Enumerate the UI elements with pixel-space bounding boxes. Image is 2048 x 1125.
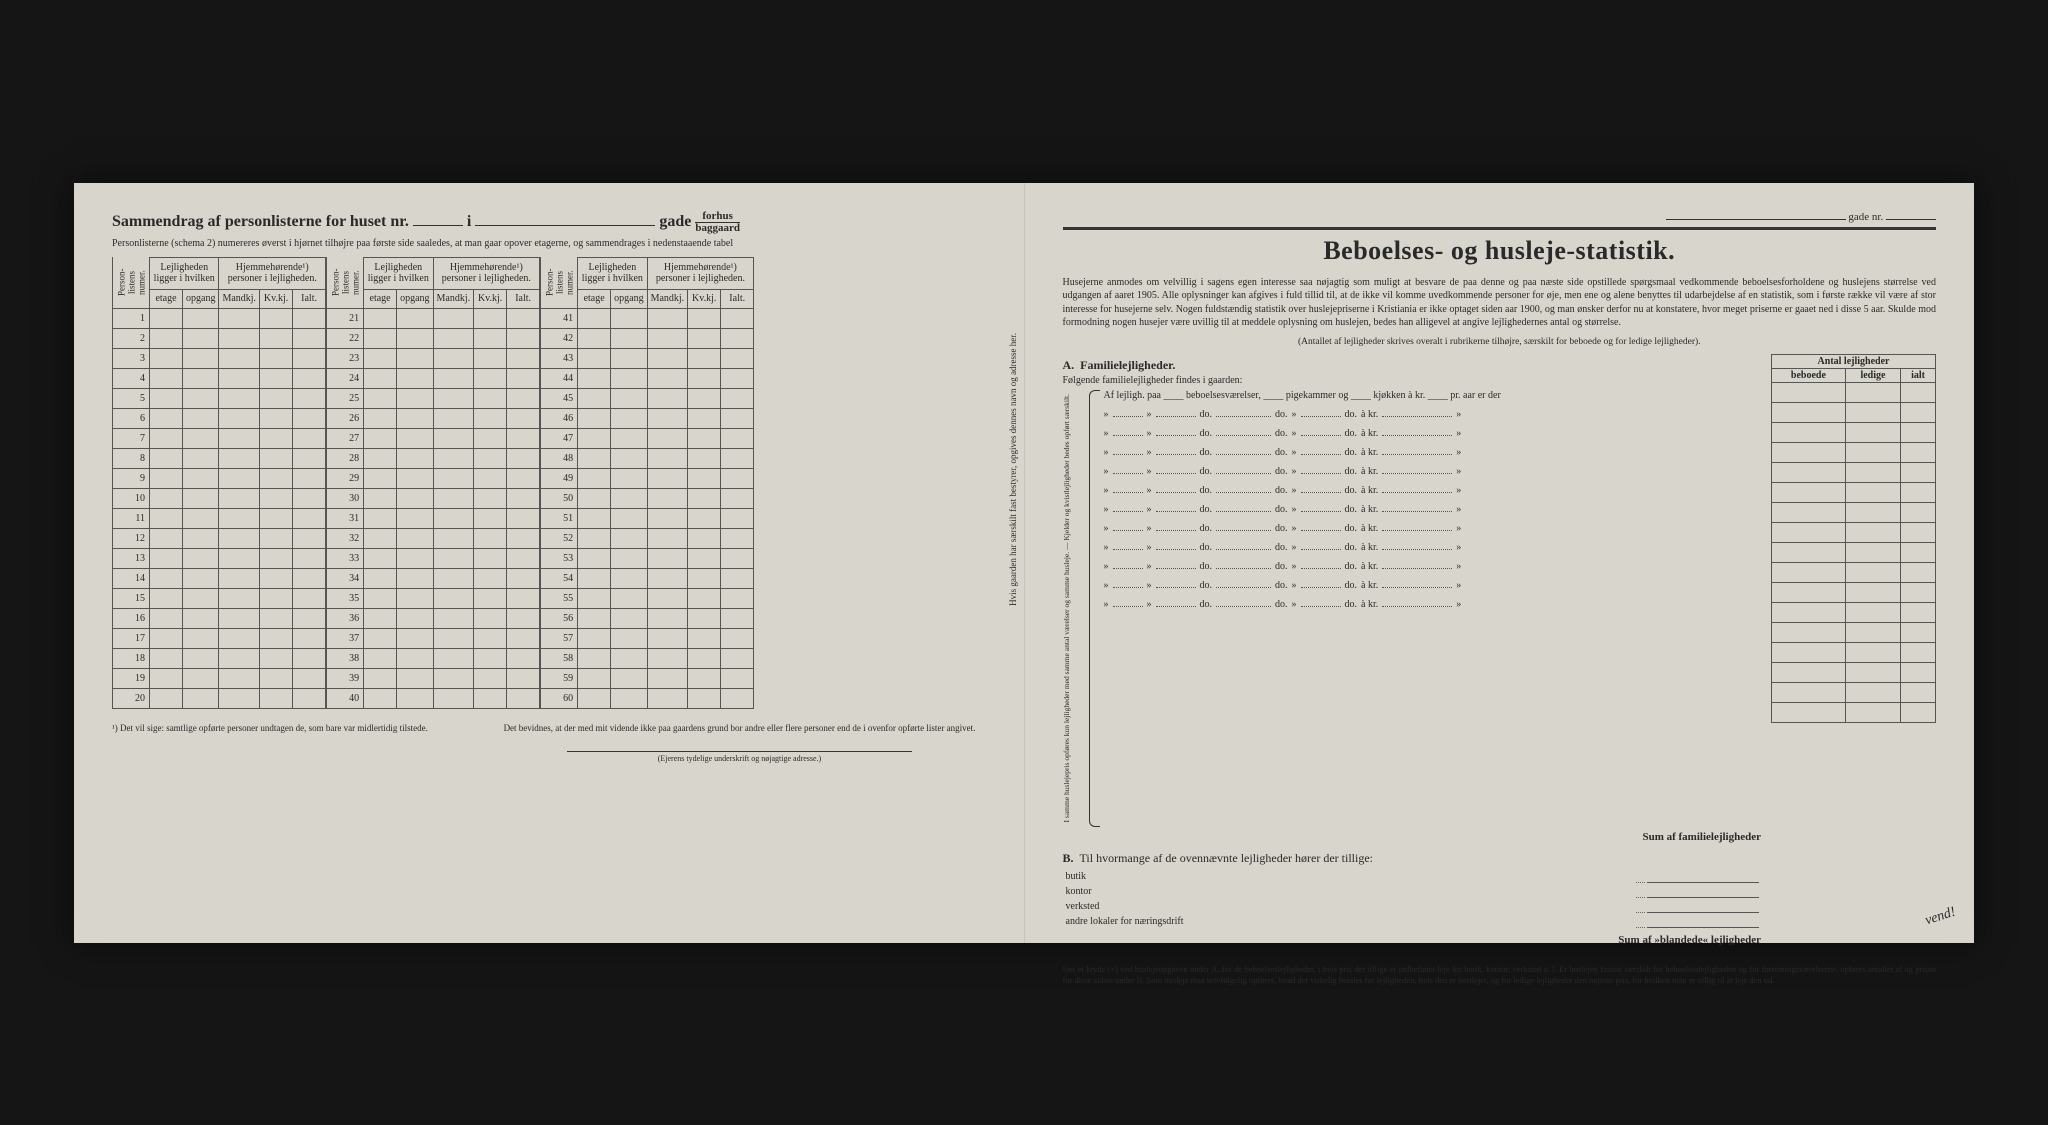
right-footnote: Sæt et kryds (×) ved huslejeopgaven unde… [1063,964,1937,986]
A-row-first: Af lejligh. paa ____ beboelsesværelser, … [1104,390,1762,409]
footnote-2: Det bevidnes, at der med mit vidende ikk… [493,723,985,765]
B-row: andre lokaler for næringsdrift [1065,915,1760,928]
tables-row: Person-listens numer.Lejligheden ligger … [112,257,986,709]
brace-side-text: I samme huslejepris opføres kun lejlighe… [1063,390,1089,826]
right-body: A. Familielejligheder. Følgende familiel… [1063,354,1937,953]
antal-table: Antal lejlighederbeboedeledigeialt [1771,354,1936,723]
left-subtitle: Personlisterne (schema 2) numereres øver… [112,238,986,249]
A-row: »»do.do.»do.à kr.» [1104,542,1762,561]
A-row: »»do.do.»do.à kr.» [1104,523,1762,542]
A-row: »»do.do.»do.à kr.» [1104,504,1762,523]
section-B: B. Til hvormange af de ovennævnte lejlig… [1063,851,1762,866]
left-title: Sammendrag af personlisterne for huset n… [112,211,986,234]
sum-B: Sum af »blandede« lejligheder [1063,934,1762,946]
title-blank-nr [413,225,463,226]
right-main: A. Familielejligheder. Følgende familiel… [1063,354,1762,953]
B-row: butik [1065,870,1760,883]
footnote-1: ¹) Det vil sige: samtlige opførte person… [112,723,463,765]
left-footnotes: ¹) Det vil sige: samtlige opførte person… [112,723,986,765]
signature-line: (Ejerens tydelige underskrift og nøjagti… [567,751,911,763]
title-suffix: gade [659,213,691,230]
section-B-table: butik kontor verksted andre lokaler for nær… [1063,868,1762,930]
A-row: »»do.do.»do.à kr.» [1104,580,1762,599]
A-row: »»do.do.»do.à kr.» [1104,561,1762,580]
antal-box: Antal lejlighederbeboedeledigeialt [1771,354,1936,953]
A-row: »»do.do.»do.à kr.» [1104,447,1762,466]
A-row: »»do.do.»do.à kr.» [1104,466,1762,485]
intro-note: (Antallet af lejligheder skrives overalt… [1063,336,1937,349]
sum-A: Sum af familielejligheder [1063,831,1762,843]
A-row: »»do.do.»do.à kr.» [1104,428,1762,447]
side-note: Hvis gaarden har særskilt fast bestyrer,… [1008,333,1018,606]
paper-spread: Sammendrag af personlisterne for huset n… [74,183,1974,943]
ditto-rows: Af lejligh. paa ____ beboelsesværelser, … [1104,390,1762,826]
person-table: Person-listens numer.Lejligheden ligger … [540,257,754,709]
A-row: »»do.do.»do.à kr.» [1104,599,1762,618]
A-row: »»do.do.»do.à kr.» [1104,409,1762,428]
gade-line: gade nr. [1063,211,1937,223]
section-A-sub: Følgende familielejligheder findes i gaa… [1063,375,1762,386]
left-page: Sammendrag af personlisterne for huset n… [74,183,1025,943]
brace-icon [1089,390,1100,826]
person-table: Person-listens numer.Lejligheden ligger … [326,257,540,709]
brace-block: I samme huslejepris opføres kun lejlighe… [1063,390,1762,826]
person-table: Person-listens numer.Lejligheden ligger … [112,257,326,709]
section-A: A. Familielejligheder. [1063,358,1762,373]
title-mid: i [467,213,471,230]
forhus-baggaard: forhus baggaard [695,211,740,234]
A-row: »»do.do.»do.à kr.» [1104,485,1762,504]
right-title: Beboelses- og husleje-statistik. [1063,236,1937,266]
intro-text: Husejerne anmodes om velvillig i sagens … [1063,276,1937,330]
scan-background: Sammendrag af personlisterne for huset n… [0,0,2048,1125]
title-prefix: Sammendrag af personlisterne for huset n… [112,213,409,230]
B-row: verksted [1065,900,1760,913]
rule [1063,227,1937,230]
right-page: gade nr. Beboelses- og husleje-statistik… [1025,183,1975,943]
B-row: kontor [1065,885,1760,898]
title-blank-gade [475,225,655,226]
